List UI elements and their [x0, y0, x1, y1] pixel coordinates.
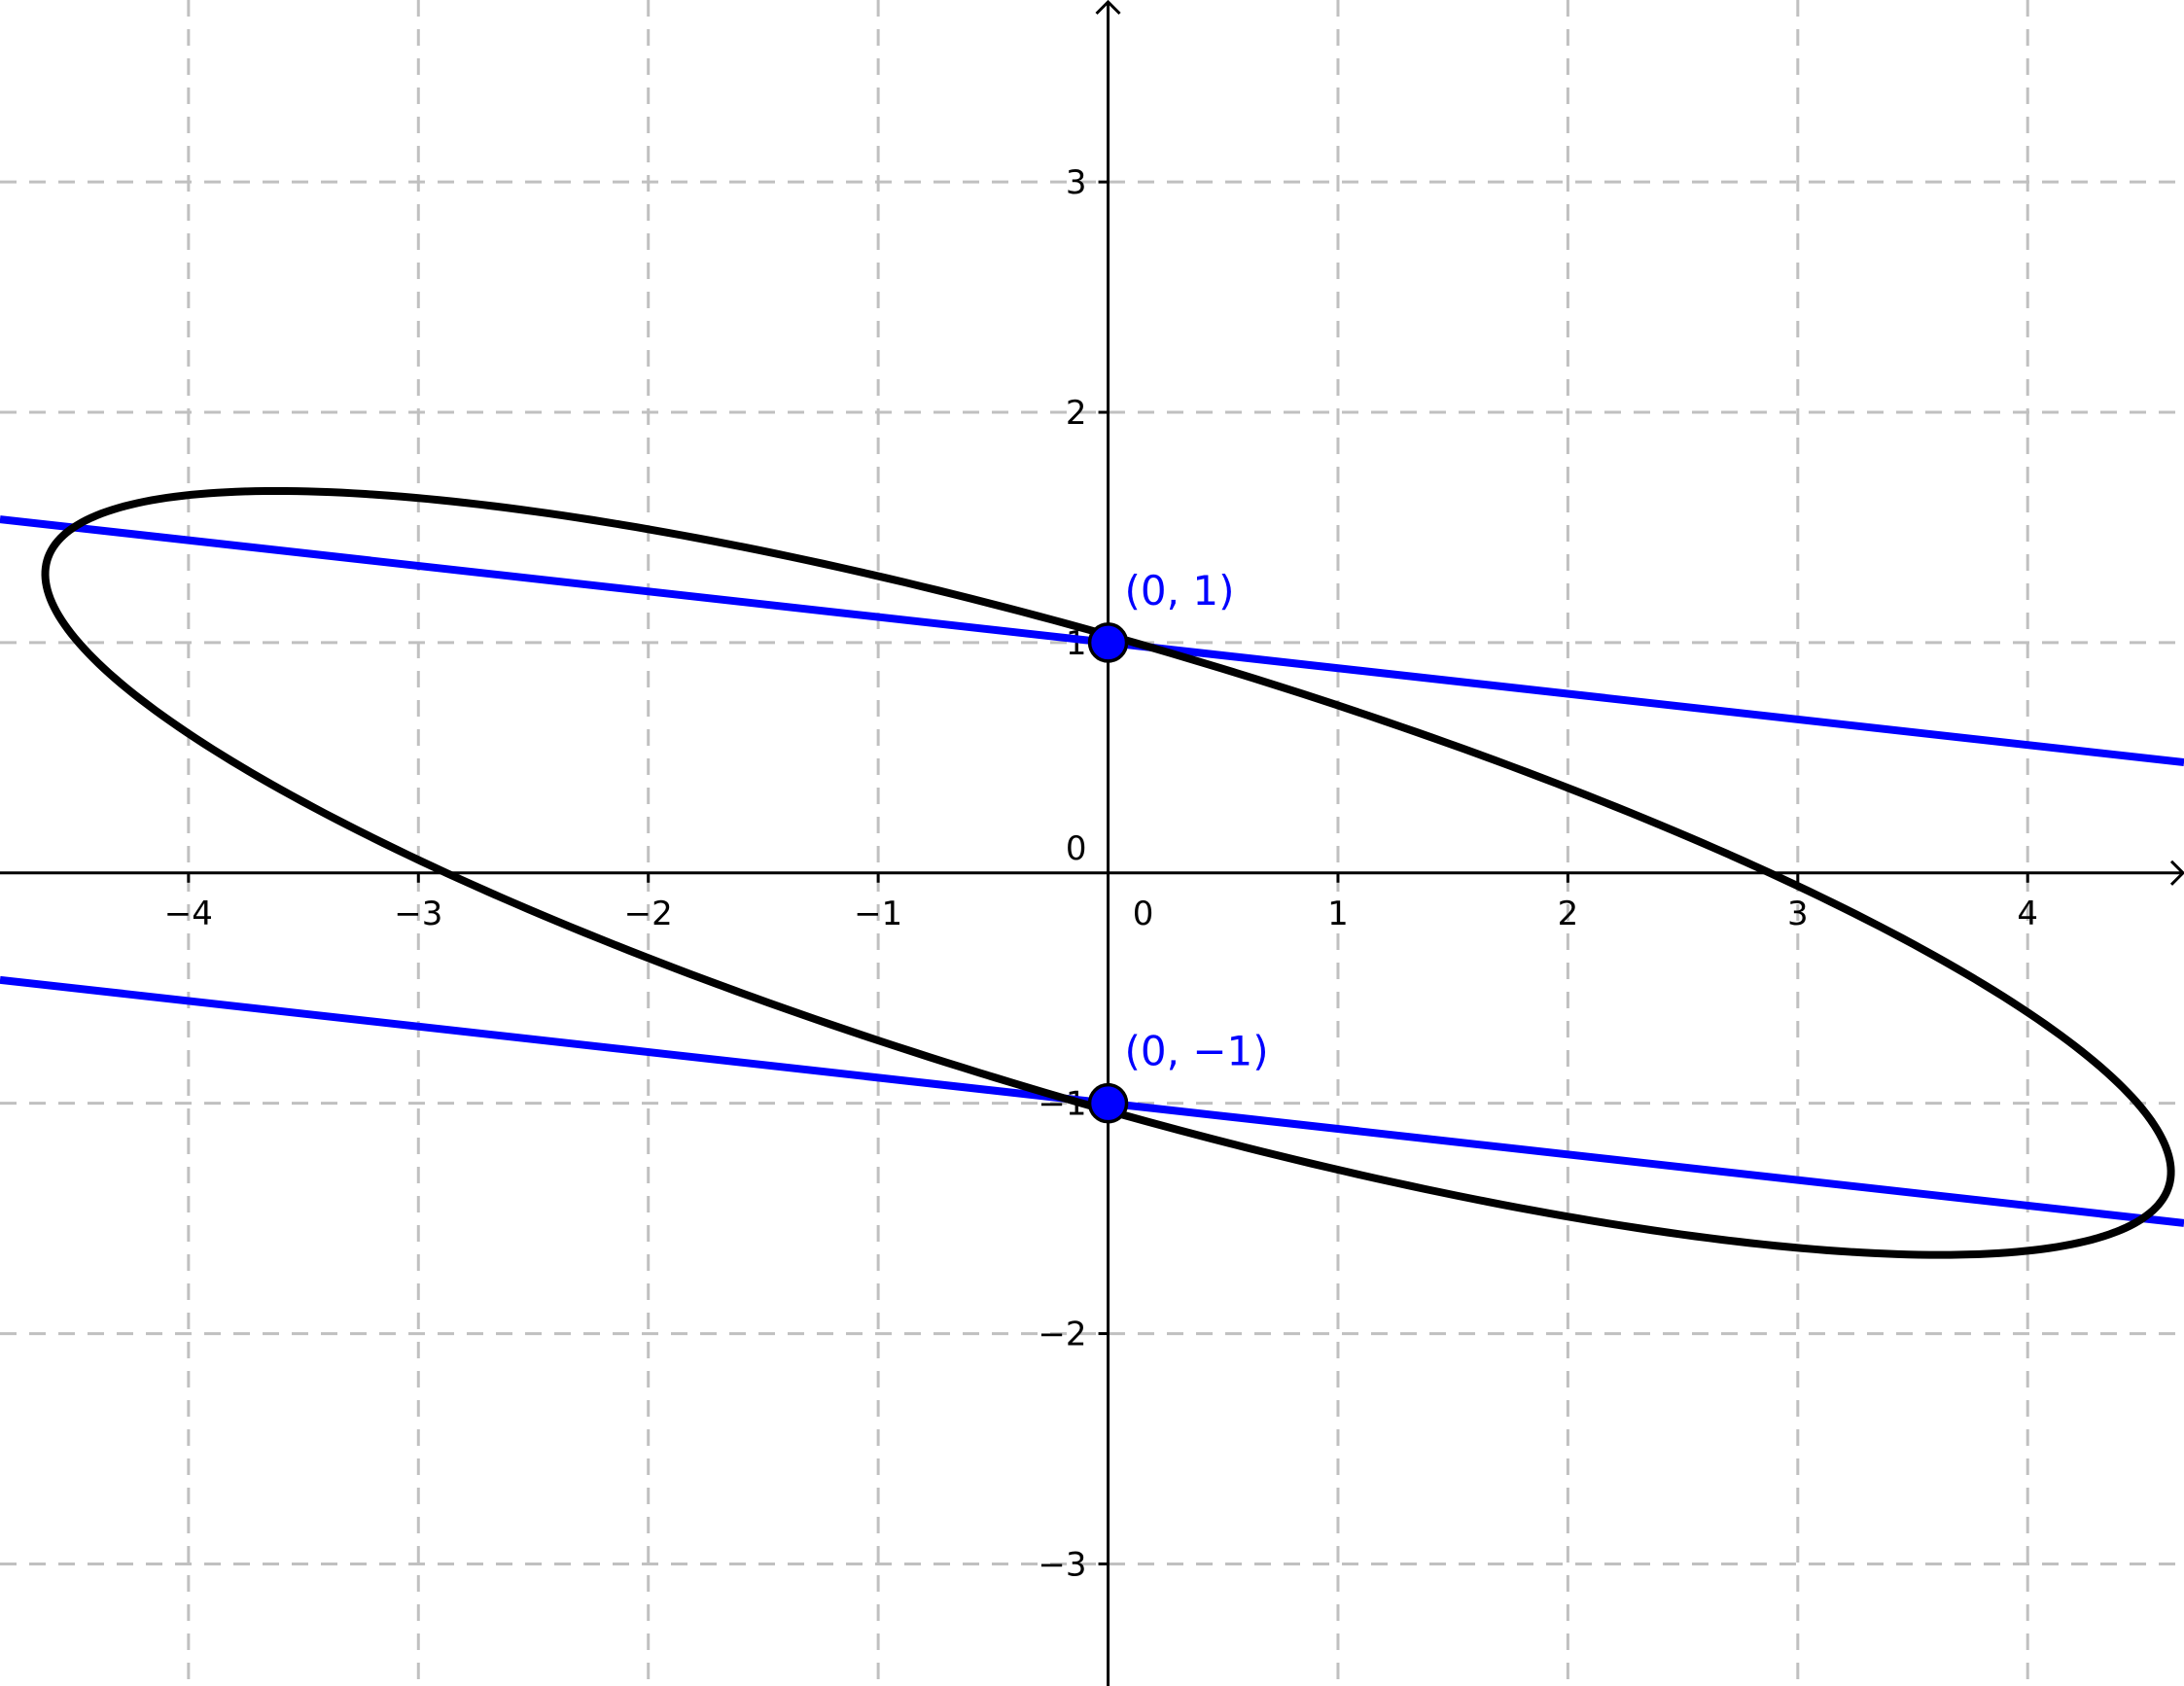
x-tick-label: 3: [1787, 895, 1809, 933]
point-label: (0, −1): [1125, 1028, 1269, 1075]
x-axis-arrow-icon: [2169, 860, 2184, 886]
x-tick-label: 2: [1558, 895, 1579, 933]
x-tick-label: −1: [854, 895, 902, 933]
point-marker: [1087, 1082, 1129, 1124]
y-tick-label: 3: [1066, 163, 1087, 202]
x-tick-label: 4: [2017, 895, 2038, 933]
point-marker: [1087, 622, 1129, 663]
ellipse-curve: [41, 486, 2175, 1259]
y-tick-label: 1: [1066, 624, 1087, 663]
x-origin-label: 0: [1133, 895, 1154, 933]
y-tick-label: −2: [1038, 1316, 1086, 1354]
x-tick-label: −4: [164, 895, 213, 933]
y-tick-label: 2: [1066, 394, 1087, 433]
y-axis-arrow-icon: [1095, 0, 1121, 16]
points: (0, 1) (0, −1): [1087, 567, 1269, 1124]
x-tick-label: −3: [394, 895, 442, 933]
y-tick-label: −3: [1038, 1545, 1086, 1584]
x-tick-label: −2: [624, 895, 673, 933]
x-tick-label: 1: [1327, 895, 1349, 933]
point-label: (0, 1): [1125, 567, 1235, 615]
y-origin-label: 0: [1066, 829, 1087, 868]
